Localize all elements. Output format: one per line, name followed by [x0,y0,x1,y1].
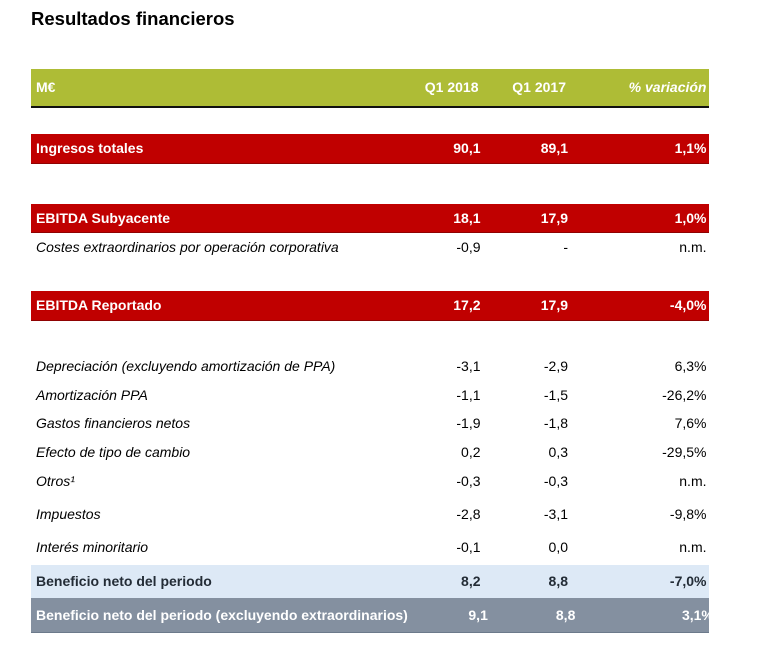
value-variation: n.m. [679,539,707,556]
value-variation: -29,5% [662,443,707,460]
value-q1-2017: 17,9 [540,297,568,314]
value-variation: n.m. [679,239,707,255]
table-row: Costes extraordinarios por operación cor… [31,233,709,261]
table-row: Interés minoritario -0,1 0,0 n.m. [31,533,709,562]
row-label: Costes extraordinarios por operación cor… [36,239,339,255]
value-q1-2018: 90,1 [453,140,481,157]
value-variation: -9,8% [669,505,707,522]
value-q1-2017: -2,9 [543,358,568,375]
value-q1-2018: 9,1 [468,606,488,623]
value-variation: 1,1% [674,140,707,157]
table-row: Otros¹ -0,3 -0,3 n.m. [31,467,709,496]
value-variation: -7,0% [669,573,707,590]
value-q1-2017: -3,1 [543,505,568,522]
row-label: Beneficio neto del periodo (excluyendo e… [36,606,408,623]
row-label: Otros¹ [36,473,75,490]
value-q1-2017: -1,8 [543,415,568,432]
value-q1-2018: 17,2 [453,297,481,314]
page-title: Resultados financieros [31,7,235,29]
value-q1-2017: 89,1 [540,140,568,157]
table-row: Beneficio neto del periodo 8,2 8,8 -7,0% [31,564,709,598]
row-label: EBITDA Reportado [36,297,162,314]
row-label: Gastos financieros netos [36,415,191,432]
value-variation: n.m. [679,473,707,490]
value-q1-2018: -1,9 [456,415,481,432]
value-q1-2018: 0,2 [461,443,481,460]
value-q1-2017: 0,3 [548,443,568,460]
table-row: Impuestos -2,8 -3,1 -9,8% [31,500,709,529]
value-variation: -4,0% [669,297,707,314]
value-variation: 1,0% [674,210,707,226]
table-row: Efecto de tipo de cambio 0,2 0,3 -29,5% [31,438,709,467]
value-q1-2017: 8,8 [548,573,568,590]
row-label: Interés minoritario [36,539,149,556]
value-variation: 7,6% [674,415,707,432]
header-q1-2018: Q1 2018 [424,79,479,95]
value-q1-2018: -0,9 [456,239,481,255]
table-row: EBITDA Reportado 17,2 17,9 -4,0% [31,291,709,321]
header-q1-2017: Q1 2017 [512,79,566,95]
row-label: Beneficio neto del periodo [36,573,212,590]
value-q1-2017: -1,5 [543,386,568,403]
value-q1-2018: -1,1 [456,386,481,403]
row-label: Ingresos totales [36,140,144,157]
header-variation: % variación [628,79,707,95]
value-q1-2018: 8,2 [461,573,481,590]
value-q1-2017: - [563,239,568,255]
value-q1-2018: -0,1 [456,539,481,556]
row-label: Depreciación (excluyendo amortización de… [36,358,336,375]
table-row: Depreciación (excluyendo amortización de… [31,352,709,381]
value-variation: -26,2% [662,386,707,403]
value-q1-2018: 18,1 [453,210,481,226]
table-row: Gastos financieros netos -1,9 -1,8 7,6% [31,409,709,438]
financial-results-table: M€ Q1 2018 Q1 2017 % variación Ingresos … [31,0,714,671]
value-variation: 6,3% [674,358,707,375]
row-label: Efecto de tipo de cambio [36,443,191,460]
table-row: Beneficio neto del periodo (excluyendo e… [31,597,714,634]
value-q1-2017: 0,0 [548,539,568,556]
row-label: Impuestos [36,505,101,522]
value-q1-2017: -0,3 [543,473,568,490]
value-q1-2018: -0,3 [456,473,481,490]
value-q1-2017: 8,8 [555,606,576,623]
value-q1-2018: -3,1 [456,358,481,375]
row-label: Amortización PPA [36,386,148,403]
value-q1-2018: -2,8 [456,505,481,522]
header-unit: M€ [36,79,56,95]
value-q1-2017: 17,9 [540,210,568,226]
value-variation: 3,1% [681,606,714,623]
table-header-row: M€ Q1 2018 Q1 2017 % variación [31,68,709,108]
table-row: Ingresos totales 90,1 89,1 1,1% [31,134,709,164]
row-label: EBITDA Subyacente [36,210,171,226]
table-row: Amortización PPA -1,1 -1,5 -26,2% [31,381,709,410]
table-row: EBITDA Subyacente 18,1 17,9 1,0% [31,204,709,233]
